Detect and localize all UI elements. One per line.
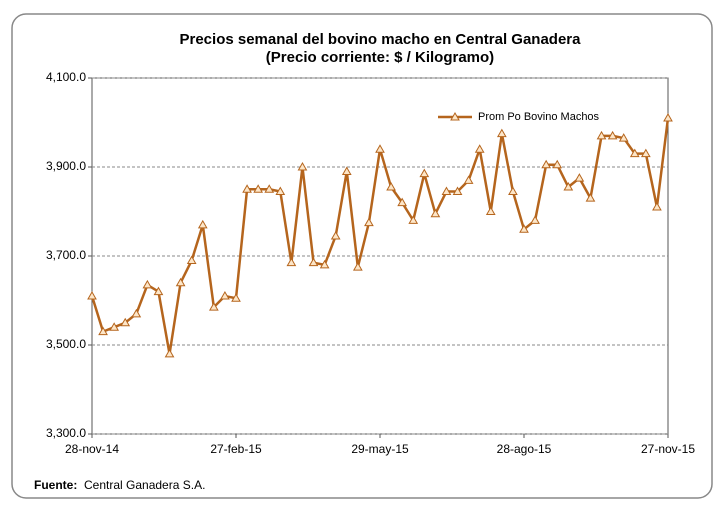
x-tick-label: 29-may-15 <box>351 442 409 456</box>
marker <box>131 308 142 318</box>
marker <box>563 182 574 191</box>
chart-title: Precios semanal del bovino macho en Cent… <box>180 31 582 48</box>
marker <box>419 168 430 178</box>
marker <box>452 186 463 195</box>
marker <box>186 255 197 264</box>
y-tick-label: 3,500.0 <box>46 337 86 351</box>
marker <box>197 219 208 229</box>
marker <box>319 259 330 269</box>
x-tick-label: 27-nov-15 <box>641 442 695 456</box>
marker <box>286 257 297 267</box>
x-tick-label: 28-ago-15 <box>497 442 552 456</box>
marker <box>352 262 363 271</box>
marker <box>87 291 97 300</box>
marker <box>220 291 230 300</box>
marker <box>640 148 651 158</box>
marker <box>552 159 563 169</box>
marker <box>208 302 219 311</box>
marker <box>530 215 540 224</box>
marker <box>386 182 396 191</box>
marker <box>297 161 308 171</box>
marker <box>408 215 419 224</box>
marker <box>474 144 485 153</box>
marker <box>375 144 385 153</box>
marker <box>253 184 264 193</box>
marker <box>98 326 108 336</box>
marker <box>109 322 120 331</box>
source: Central Ganadera S.A. <box>84 478 205 492</box>
legend-label: Prom Po Bovino Machos <box>478 111 600 123</box>
marker <box>430 208 441 218</box>
marker <box>142 279 153 289</box>
marker <box>441 186 452 195</box>
chart-subtitle: (Precio corriente: $ / Kilogramo) <box>266 49 494 66</box>
source-label: Fuente: <box>34 478 77 492</box>
marker <box>175 277 186 287</box>
y-tick-label: 4,100.0 <box>46 70 86 84</box>
marker <box>663 113 673 122</box>
marker <box>463 175 474 184</box>
marker <box>308 257 319 267</box>
marker <box>585 193 596 202</box>
marker <box>485 206 496 215</box>
marker <box>652 202 662 211</box>
marker <box>496 128 507 138</box>
marker <box>275 186 286 195</box>
marker <box>120 317 131 327</box>
marker <box>618 133 629 142</box>
marker <box>341 166 352 175</box>
marker <box>508 186 518 195</box>
x-tick-label: 27-feb-15 <box>210 442 262 456</box>
x-tick-label: 28-nov-14 <box>65 442 119 456</box>
marker <box>574 173 585 182</box>
marker <box>607 130 618 140</box>
marker <box>364 217 374 227</box>
marker <box>397 197 408 207</box>
marker <box>231 293 241 302</box>
marker <box>541 159 552 169</box>
marker <box>629 148 640 158</box>
y-tick-label: 3,300.0 <box>46 426 86 440</box>
y-tick-label: 3,900.0 <box>46 159 86 173</box>
marker <box>519 224 529 233</box>
marker <box>164 348 175 358</box>
marker <box>153 286 164 296</box>
legend-marker <box>450 111 460 121</box>
marker <box>330 230 341 240</box>
marker <box>242 184 252 193</box>
marker <box>264 184 275 193</box>
marker <box>596 130 607 140</box>
y-tick-label: 3,700.0 <box>46 248 86 262</box>
